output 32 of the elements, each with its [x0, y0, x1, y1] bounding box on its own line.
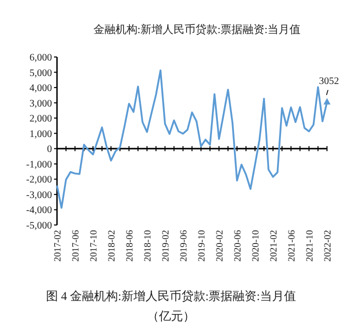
y-tick-label: 6,000: [30, 52, 52, 64]
x-tick-label: 2020-06: [234, 230, 244, 262]
y-tick-label: 5,000: [30, 68, 52, 79]
x-tick-label: 2021-02: [270, 230, 280, 262]
x-tick-label: 2021-10: [306, 230, 316, 262]
y-tick-label: 4,000: [30, 83, 52, 94]
chart-title: 金融机构:新增人民币贷款:票据融资:当月值: [93, 23, 301, 36]
y-tick-label: -3,000: [26, 190, 52, 201]
x-tick-label: 2017-02: [54, 230, 64, 262]
y-tick-label: -2,000: [26, 174, 52, 186]
y-tick-label: 3,000: [30, 98, 52, 110]
x-tick-label: 2018-02: [108, 230, 118, 262]
x-tick-label: 2022-02: [324, 230, 334, 262]
x-tick-label: 2017-06: [72, 230, 82, 262]
x-tick-label: 2021-06: [288, 230, 298, 262]
x-tick-label: 2020-10: [252, 230, 262, 262]
annotation: 3052: [319, 76, 339, 87]
x-tick-label: 2018-06: [126, 230, 136, 262]
x-tick-label: 2017-10: [90, 230, 100, 262]
x-tick-label: 2019-06: [180, 230, 190, 262]
y-tick-label: 1,000: [30, 128, 52, 140]
text: （亿元）: [147, 309, 195, 323]
x-tick-label: 2020-02: [216, 230, 226, 262]
caption: 图 4 金融机构:新增人民币贷款:票据融资:当月值: [46, 289, 296, 303]
x-tick-label: 2018-10: [144, 230, 154, 262]
x-tick-label: 2019-10: [198, 230, 208, 262]
y-tick-label: 0: [47, 144, 52, 156]
y-tick-label: -5,000: [26, 220, 52, 232]
y-tick-label: -1,000: [26, 159, 52, 170]
y-tick-label: 2,000: [30, 114, 52, 125]
y-tick-label: -4,000: [26, 205, 52, 216]
x-tick-label: 2019-02: [162, 230, 172, 262]
